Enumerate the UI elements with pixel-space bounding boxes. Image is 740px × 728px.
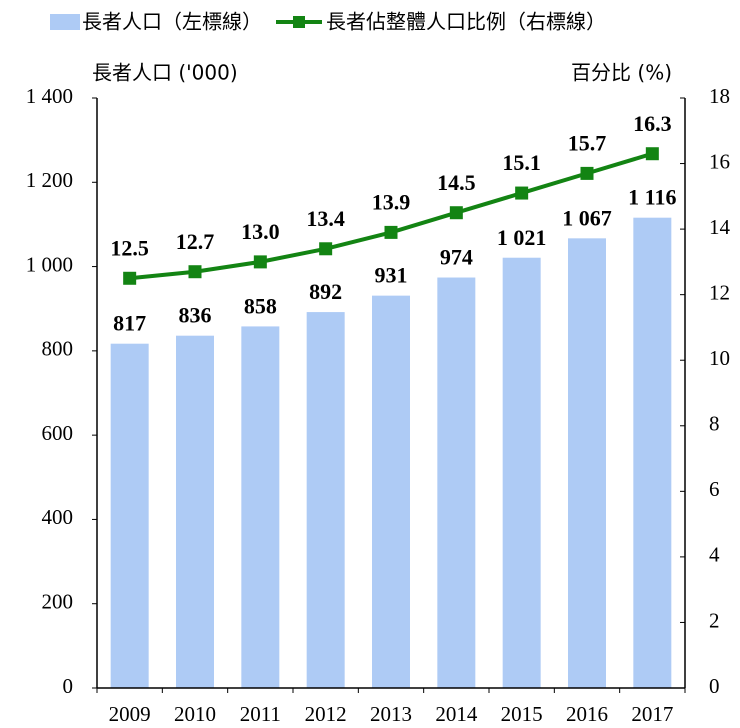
y-tick-label: 600	[42, 421, 74, 445]
x-tick-label: 2011	[240, 702, 281, 726]
y2-tick-label: 6	[709, 477, 720, 501]
x-tick-label: 2014	[435, 702, 478, 726]
y-tick-label: 200	[42, 590, 74, 614]
y2-tick-label: 10	[709, 346, 730, 370]
legend-marker	[293, 16, 305, 28]
bar-value-label: 858	[244, 293, 277, 318]
y2-tick-label: 8	[709, 412, 720, 436]
bar	[633, 217, 672, 688]
y-tick-label: 1 000	[26, 252, 73, 276]
x-tick-label: 2017	[631, 702, 673, 726]
bar-value-label: 974	[440, 245, 473, 270]
bar	[568, 238, 606, 689]
bar-value-label: 836	[179, 303, 212, 328]
bar-value-label: 1 067	[562, 205, 612, 230]
bar-value-label: 931	[375, 263, 408, 288]
y-axis-title: 長者人口 ('000)	[92, 61, 238, 85]
y2-tick-label: 16	[709, 149, 730, 173]
line-marker	[384, 225, 398, 239]
x-tick-label: 2012	[305, 702, 347, 726]
bar	[372, 295, 410, 688]
bar	[110, 343, 149, 688]
line-value-label: 12.7	[176, 229, 215, 254]
bar	[241, 326, 280, 688]
y2-tick-label: 2	[709, 608, 720, 632]
y-tick-label: 400	[42, 505, 74, 529]
x-tick-label: 2010	[174, 702, 216, 726]
y2-tick-label: 4	[709, 543, 720, 567]
x-tick-label: 2013	[370, 702, 412, 726]
y2-tick-label: 12	[709, 280, 730, 304]
line-value-label: 13.9	[372, 189, 411, 214]
bar-value-label: 817	[113, 311, 146, 336]
line-marker	[253, 255, 267, 269]
x-tick-label: 2016	[566, 702, 608, 726]
legend-label: 長者人口（左標線）	[82, 10, 262, 34]
line-value-label: 14.5	[437, 170, 476, 195]
line-value-label: 15.1	[502, 150, 541, 175]
bar-value-label: 892	[309, 279, 342, 304]
bar	[176, 335, 214, 688]
line-marker	[319, 242, 333, 256]
line-value-label: 13.4	[306, 206, 345, 231]
bar	[437, 277, 476, 688]
line-marker	[188, 265, 202, 279]
line-value-label: 16.3	[633, 111, 672, 136]
line-value-label: 12.5	[110, 235, 149, 260]
line-marker	[449, 206, 463, 220]
bar-value-label: 1 021	[497, 225, 547, 250]
line-marker	[515, 186, 529, 200]
line-value-label: 13.0	[241, 219, 280, 244]
y2-axis-title: 百分比 (%)	[571, 61, 672, 85]
legend-swatch	[50, 14, 80, 30]
line-marker	[123, 271, 137, 285]
line-marker	[645, 147, 659, 161]
bar-value-label: 1 116	[628, 185, 676, 210]
y2-tick-label: 14	[709, 215, 731, 239]
bar	[306, 312, 345, 688]
line-marker	[580, 166, 594, 180]
y-tick-label: 1 200	[26, 168, 73, 192]
y-tick-label: 0	[63, 674, 74, 698]
y2-tick-label: 18	[709, 84, 730, 108]
line-value-label: 15.7	[568, 130, 607, 155]
bar	[502, 257, 541, 688]
x-tick-label: 2015	[501, 702, 543, 726]
y2-tick-label: 0	[709, 674, 720, 698]
x-tick-label: 2009	[109, 702, 151, 726]
y-tick-label: 1 400	[26, 84, 73, 108]
y-tick-label: 800	[42, 337, 74, 361]
legend-label: 長者佔整體人口比例（右標線）	[326, 10, 606, 34]
